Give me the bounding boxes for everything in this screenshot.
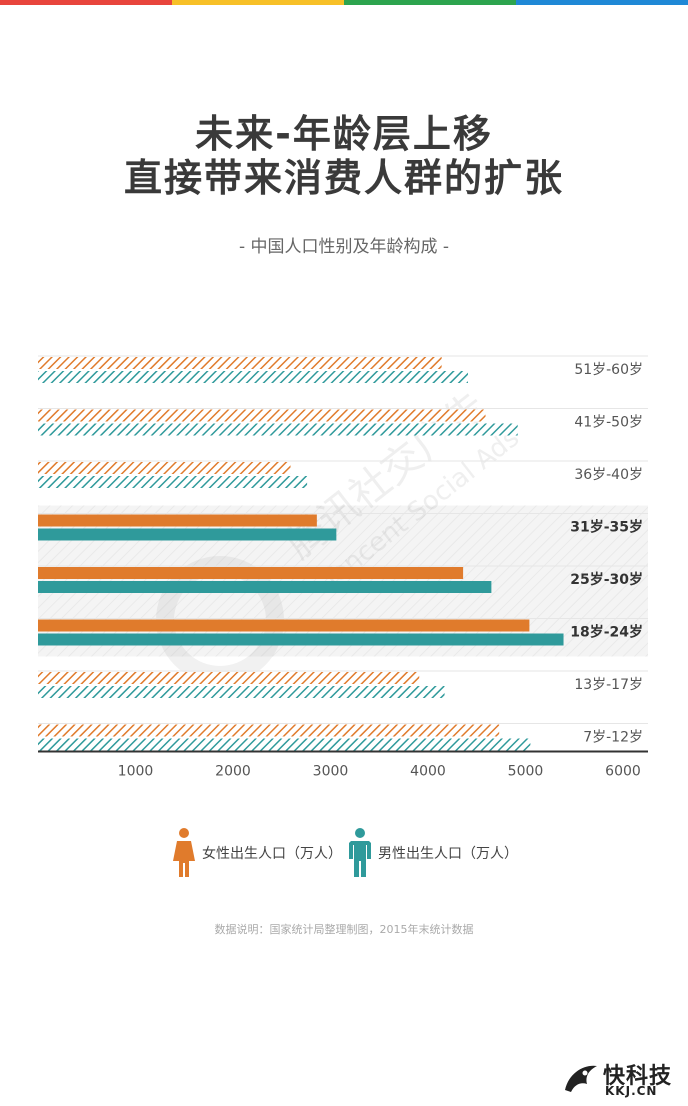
x-tick-label: 4000 — [410, 764, 446, 780]
stripe-yellow — [172, 0, 344, 5]
bar-female — [38, 357, 442, 369]
bar-female — [38, 514, 317, 527]
bar-male — [38, 633, 564, 646]
bar-female — [38, 567, 464, 579]
bar-male — [38, 371, 468, 383]
category-label: 13岁-17岁 — [574, 677, 643, 693]
category-label: 41岁-50岁 — [574, 415, 643, 431]
bar-female — [38, 409, 486, 422]
female-icon — [173, 828, 195, 877]
logo-name: 快科技 — [603, 1064, 673, 1089]
category-label: 7岁-12岁 — [583, 730, 643, 746]
footnote: 数据说明：国家统计局整理制图，2015年末统计数据 — [214, 923, 474, 936]
x-tick-label: 1000 — [118, 764, 154, 780]
legend-male-label: 男性出生人口（万人） — [378, 846, 518, 862]
title-line-1: 未来-年龄层上移 — [195, 112, 493, 156]
bar-male — [38, 738, 531, 751]
x-tick-label: 6000 — [605, 764, 641, 780]
male-icon — [349, 828, 371, 877]
logo-icon — [565, 1065, 597, 1092]
bar-male — [38, 423, 518, 436]
stripe-green — [344, 0, 516, 5]
bar-female — [38, 462, 291, 474]
chart-subtitle: - 中国人口性别及年龄构成 - — [238, 237, 450, 257]
kkj-logo: 快科技 KKJ.CN — [563, 1058, 683, 1100]
bar-female — [38, 724, 500, 737]
category-label: 18岁-24岁 — [570, 624, 643, 641]
bar-female — [38, 619, 530, 632]
stripe-red — [0, 0, 172, 5]
x-tick-label: 5000 — [508, 764, 544, 780]
category-label: 36岁-40岁 — [574, 467, 643, 483]
x-tick-label: 3000 — [313, 764, 349, 780]
bar-female — [38, 672, 420, 684]
bar-chart: 腾讯社交广告 Tencent Social Ads 51岁-60岁41岁-50岁… — [38, 355, 648, 780]
legend-female: 女性出生人口（万人） — [172, 826, 342, 880]
bar-male — [38, 528, 337, 541]
top-color-stripe — [0, 0, 688, 5]
category-label: 51岁-60岁 — [574, 362, 643, 378]
stripe-blue — [516, 0, 688, 5]
category-label: 25岁-30岁 — [570, 571, 643, 588]
title-line-2: 直接带来消费人群的扩张 — [123, 156, 564, 200]
bar-male — [38, 581, 492, 593]
logo-domain: KKJ.CN — [605, 1084, 658, 1098]
legend-male: 男性出生人口（万人） — [348, 826, 518, 880]
bar-male — [38, 686, 445, 698]
x-tick-label: 2000 — [215, 764, 251, 780]
legend-female-label: 女性出生人口（万人） — [202, 846, 342, 862]
bar-male — [38, 476, 308, 488]
category-label: 31岁-35岁 — [570, 519, 643, 536]
